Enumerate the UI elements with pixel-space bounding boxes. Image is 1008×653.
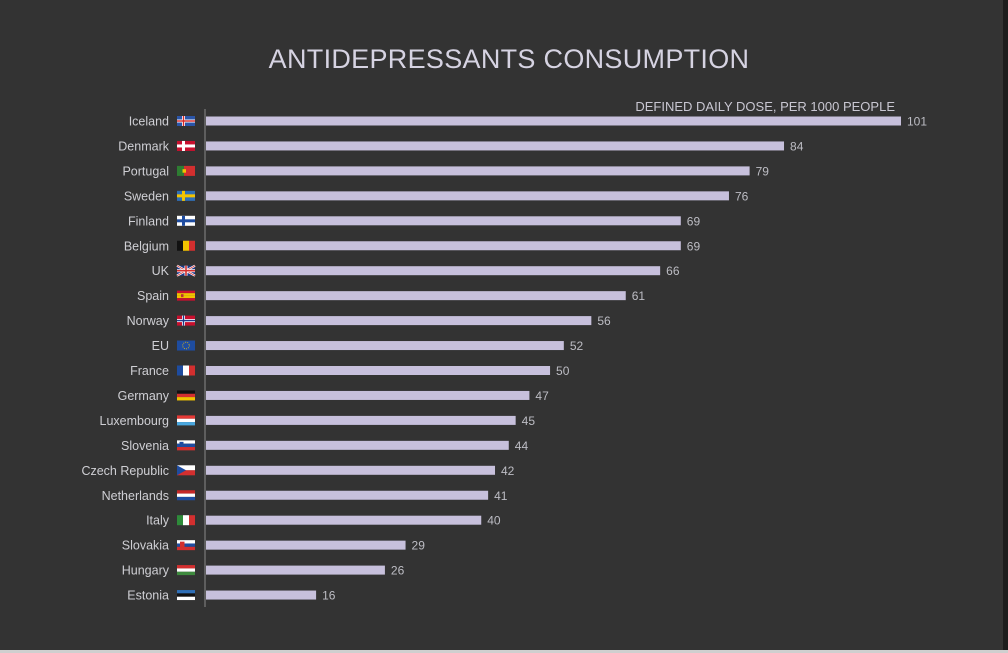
belgium-flag-icon (177, 240, 195, 251)
bar (206, 316, 592, 326)
value-label: 56 (597, 314, 611, 328)
value-label: 29 (412, 539, 426, 553)
bar (206, 216, 681, 226)
bar (206, 565, 385, 575)
spain-flag-icon (177, 290, 195, 301)
category-label: France (130, 364, 169, 378)
bar (206, 390, 530, 400)
value-label: 16 (322, 589, 336, 603)
bar (206, 515, 482, 525)
iceland-flag-icon (177, 116, 195, 126)
category-label: Estonia (127, 589, 169, 603)
bar (206, 341, 564, 351)
category-label: UK (152, 264, 170, 278)
value-label: 41 (494, 489, 508, 503)
value-label: 76 (735, 189, 749, 203)
category-label: Slovakia (122, 539, 169, 553)
value-label: 79 (756, 164, 770, 178)
czech-republic-flag-icon (177, 465, 195, 476)
bar (206, 141, 785, 151)
category-label: EU (152, 339, 169, 353)
denmark-flag-icon (177, 140, 195, 151)
category-label: Denmark (118, 139, 169, 153)
slovakia-flag-icon (177, 540, 195, 551)
italy-flag-icon (177, 515, 195, 526)
value-label: 45 (522, 414, 536, 428)
value-label: 69 (687, 214, 701, 228)
value-label: 84 (790, 139, 804, 153)
category-label: Germany (118, 389, 170, 403)
estonia-flag-icon (177, 590, 195, 601)
category-label: Luxembourg (100, 414, 170, 428)
portugal-flag-icon (177, 165, 195, 176)
category-label: Norway (127, 314, 170, 328)
category-label: Sweden (124, 189, 169, 203)
category-label: Slovenia (121, 439, 169, 453)
bar (206, 366, 551, 375)
netherlands-flag-icon (177, 490, 195, 501)
norway-flag-icon (177, 315, 195, 326)
bar (206, 465, 496, 475)
value-label: 52 (570, 339, 584, 353)
category-label: Hungary (122, 564, 170, 578)
value-label: 42 (501, 464, 515, 478)
value-label: 69 (687, 239, 701, 253)
germany-flag-icon (177, 390, 195, 401)
uk-flag-icon (176, 264, 196, 277)
bar (206, 191, 729, 201)
category-label: Netherlands (102, 489, 169, 503)
slovenia-flag-icon (177, 440, 195, 451)
category-label: Portugal (122, 164, 169, 178)
bar (206, 540, 406, 550)
bar (206, 490, 489, 500)
category-label: Spain (137, 289, 169, 303)
bar (206, 415, 516, 425)
bar (206, 590, 317, 600)
value-label: 40 (487, 514, 501, 528)
bar (206, 241, 681, 251)
value-label: 47 (535, 389, 549, 403)
bar (206, 440, 509, 450)
eu-flag-icon (177, 340, 195, 351)
value-label: 101 (907, 115, 927, 129)
category-label: Iceland (129, 115, 169, 129)
category-label: Belgium (124, 239, 169, 253)
bar (206, 166, 750, 176)
window-edge (1003, 0, 1008, 653)
value-label: 66 (666, 264, 680, 278)
value-label: 44 (515, 439, 529, 453)
value-label: 26 (391, 564, 405, 578)
luxembourg-flag-icon (177, 415, 195, 426)
chart-title: ANTIDEPRESSANTS CONSUMPTION (268, 44, 750, 74)
sweden-flag-icon (177, 190, 195, 201)
bar (206, 116, 901, 126)
value-label: 50 (556, 364, 570, 378)
france-flag-icon (177, 365, 195, 376)
finland-flag-icon (177, 215, 195, 226)
bar (206, 266, 661, 276)
chart-subtitle: DEFINED DAILY DOSE, PER 1000 PEOPLE (635, 99, 895, 114)
category-label: Italy (146, 514, 170, 528)
window-edge-bottom (0, 650, 1008, 653)
value-label: 61 (632, 289, 646, 303)
category-label: Finland (128, 214, 169, 228)
bar (206, 291, 626, 301)
hungary-flag-icon (177, 565, 195, 576)
category-label: Czech Republic (81, 464, 169, 478)
